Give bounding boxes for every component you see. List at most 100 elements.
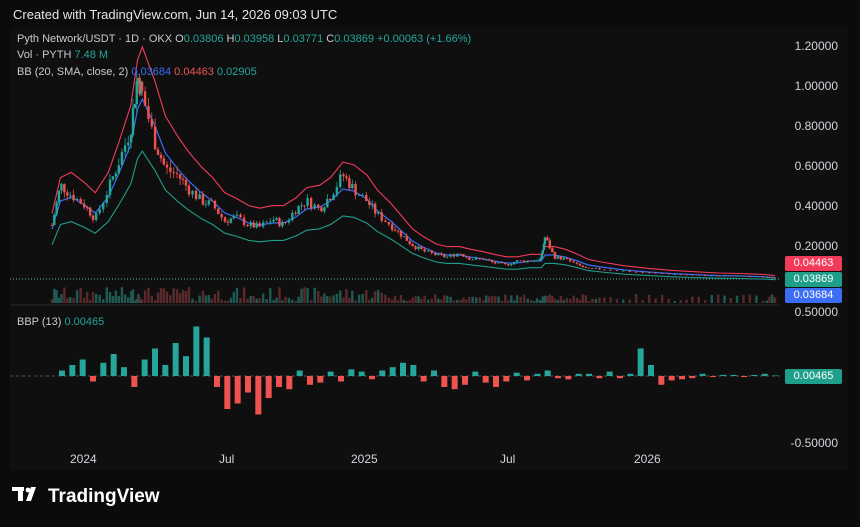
volume-bar xyxy=(357,294,361,303)
volume-bar xyxy=(654,298,657,303)
candle-body xyxy=(85,207,89,209)
volume-bar xyxy=(345,288,348,303)
volume-bar xyxy=(562,300,565,303)
bbp-bar xyxy=(575,373,582,376)
bb-legend[interactable]: BB (20, SMA, close, 2) 0.03684 0.04463 0… xyxy=(17,66,257,78)
volume-bar xyxy=(704,300,707,303)
volume-bar xyxy=(475,297,478,303)
high-value: 0.03958 xyxy=(234,33,275,45)
bbp-bar xyxy=(524,376,530,381)
bbp-bar xyxy=(379,370,386,376)
candle-body xyxy=(647,272,651,274)
candle-body xyxy=(88,207,92,216)
volume-bar xyxy=(427,299,430,303)
volume-bar xyxy=(162,288,166,303)
volume-bar xyxy=(88,299,92,303)
volume-bar xyxy=(239,298,242,303)
volume-bar xyxy=(50,299,54,303)
candle-body xyxy=(284,222,287,223)
bbp-bar xyxy=(265,376,272,398)
candle-body xyxy=(131,107,135,135)
candle-body xyxy=(313,204,316,209)
candle-body xyxy=(765,277,769,278)
volume-legend[interactable]: Vol · PYTH 7.48 M xyxy=(17,49,108,61)
volume-bar xyxy=(440,299,443,303)
bbp-bar xyxy=(420,376,427,382)
candle-body xyxy=(133,104,137,108)
candle-body xyxy=(542,243,546,250)
volume-bar xyxy=(309,300,313,303)
candle-body xyxy=(578,263,582,266)
candle-body xyxy=(127,142,130,146)
bbp-bar xyxy=(720,374,727,376)
volume-bar xyxy=(153,300,157,303)
volume-bar xyxy=(556,299,560,303)
bbp-bar xyxy=(358,371,365,376)
bbp-bar xyxy=(544,370,551,376)
candle-body xyxy=(63,183,66,193)
candle-body xyxy=(117,165,121,174)
candle-body xyxy=(628,270,631,272)
volume-bar xyxy=(543,295,547,303)
volume-bar xyxy=(269,288,272,303)
candle-body xyxy=(172,171,175,174)
candle-body xyxy=(150,118,154,127)
volume-bar xyxy=(371,297,374,303)
candle-body xyxy=(594,268,598,269)
bbp-bar xyxy=(648,365,654,376)
candle-body xyxy=(462,254,465,257)
candle-body xyxy=(434,252,437,256)
candle-body xyxy=(548,240,552,249)
candle-body xyxy=(323,207,326,212)
volume-bar xyxy=(411,297,414,303)
volume-bar xyxy=(300,288,303,303)
volume-bar xyxy=(587,300,591,303)
volume-bar xyxy=(220,299,223,303)
bbp-bar xyxy=(441,376,448,387)
candle-body xyxy=(229,218,233,223)
volume-bar xyxy=(297,296,300,303)
candle-body xyxy=(654,272,657,274)
volume-bar xyxy=(497,296,500,303)
candle-body xyxy=(239,214,242,218)
candle-body xyxy=(773,277,777,279)
bbp-legend[interactable]: BBP (13) 0.00465 xyxy=(17,316,104,328)
bbp-bar xyxy=(689,376,696,379)
candle-body xyxy=(83,203,86,208)
candle-body xyxy=(446,256,449,258)
candle-body xyxy=(181,178,185,180)
volume-bar xyxy=(165,291,169,303)
bbp-bar xyxy=(472,371,479,376)
candle-body xyxy=(510,264,513,266)
candle-body xyxy=(226,221,230,223)
tradingview-logo[interactable]: TradingView xyxy=(12,486,160,508)
volume-bar xyxy=(449,296,452,303)
candle-body xyxy=(291,212,294,220)
candle-body xyxy=(587,267,591,269)
candle-body xyxy=(414,246,417,249)
volume-bar xyxy=(423,295,426,303)
candle-body xyxy=(139,81,143,94)
candle-body xyxy=(598,268,601,270)
candle-body xyxy=(297,205,300,214)
candle-body xyxy=(357,195,361,196)
bbp-bar xyxy=(627,373,634,376)
bbp-bar xyxy=(586,373,592,376)
volume-bar xyxy=(515,295,519,303)
candle-body xyxy=(220,214,223,218)
volume-bar xyxy=(565,298,569,303)
symbol-legend[interactable]: Pyth Network/USDT · 1D · OKX O0.03806 H0… xyxy=(17,33,471,45)
volume-bar xyxy=(456,299,459,303)
candle-body xyxy=(120,151,124,166)
open-label: O xyxy=(175,33,184,45)
volume-bar xyxy=(138,296,141,303)
candle-body xyxy=(129,134,133,143)
bbp-bar xyxy=(637,348,644,376)
bbp-bar xyxy=(286,376,293,390)
volume-bar xyxy=(159,288,163,303)
chart-area[interactable] xyxy=(10,27,848,470)
volume-bar xyxy=(329,296,332,303)
volume-bar xyxy=(452,300,456,303)
volume-bar xyxy=(129,291,133,303)
